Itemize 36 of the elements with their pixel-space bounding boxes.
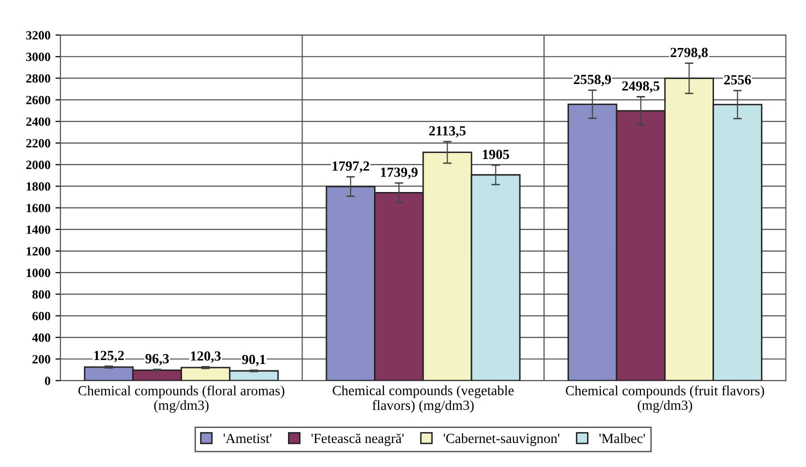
y-tick-label: 2800 xyxy=(26,74,50,83)
y-tick-label: 400 xyxy=(32,333,50,342)
y-tick-label: 2600 xyxy=(26,96,50,104)
data-label: 2558,9 xyxy=(574,74,612,86)
data-label: 2556 xyxy=(724,75,751,84)
data-label: 1905 xyxy=(482,150,510,160)
data-label: 1797,2 xyxy=(332,161,370,173)
legend-label: 'Cabernet-sauvignon' xyxy=(444,433,560,446)
y-tick-label: 1600 xyxy=(26,204,50,212)
y-tick-label: 1200 xyxy=(26,247,50,256)
data-label: 90,1 xyxy=(242,354,266,366)
y-tick-label: 1800 xyxy=(26,182,50,191)
y-tick-label: 2400 xyxy=(26,117,50,126)
y-tick-label: 3000 xyxy=(26,52,50,62)
y-tick-label: 2200 xyxy=(26,139,50,148)
x-tick-label: Chemical compounds (fruit flavors) (mg/dm3) xyxy=(566,385,764,413)
legend-label: 'Ametist' xyxy=(224,434,272,444)
y-tick-label: 0 xyxy=(44,376,50,386)
y-tick-label: 800 xyxy=(32,290,50,299)
data-label: 2498,5 xyxy=(622,81,660,93)
legend-label: 'Malbec' xyxy=(599,433,645,444)
y-tick-label: 2000 xyxy=(26,160,50,170)
data-label: 2798,8 xyxy=(670,48,708,60)
data-label: 120,3 xyxy=(191,351,221,363)
legend-label: 'Fetească neagră' xyxy=(311,434,404,446)
data-label: 1739,9 xyxy=(380,168,418,179)
data-label: 2113,5 xyxy=(429,126,466,138)
data-label: 96,3 xyxy=(145,354,169,366)
y-tick-label: 1400 xyxy=(26,225,50,234)
data-label: 125,2 xyxy=(94,350,124,362)
y-tick-label: 600 xyxy=(32,312,50,320)
x-tick-label: Chemical compounds (vegetable flavors) (mg/dm3) xyxy=(332,385,514,413)
y-tick-label: 1000 xyxy=(26,268,50,278)
x-tick-label: Chemical compounds (floral aromas) (mg/dm3) xyxy=(78,385,284,413)
y-tick-label: 200 xyxy=(32,355,50,364)
y-tick-label: 3200 xyxy=(26,31,50,40)
